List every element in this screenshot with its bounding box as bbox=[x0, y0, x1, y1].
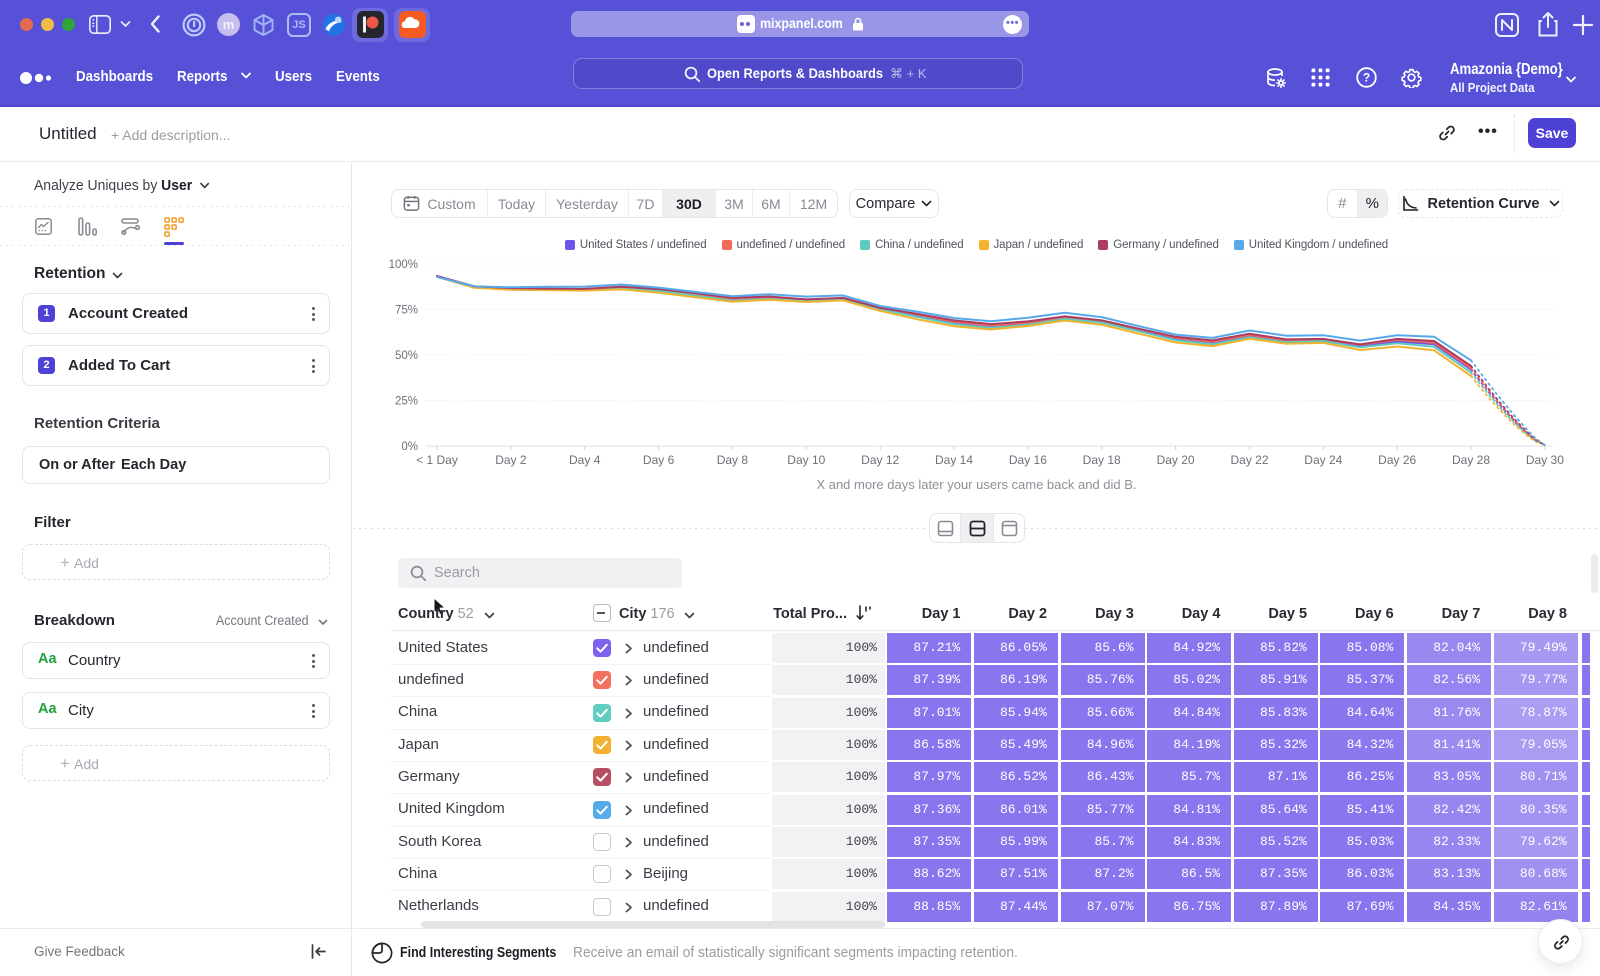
svg-text:Day 2: Day 2 bbox=[495, 453, 527, 467]
svg-text:Day 14: Day 14 bbox=[935, 453, 973, 467]
svg-text:Day 8: Day 8 bbox=[717, 453, 749, 467]
svg-text:Day 12: Day 12 bbox=[861, 453, 899, 467]
svg-text:Day 24: Day 24 bbox=[1304, 453, 1342, 467]
svg-text:Day 26: Day 26 bbox=[1378, 453, 1416, 467]
svg-text:25%: 25% bbox=[395, 396, 418, 408]
svg-text:Day 4: Day 4 bbox=[569, 453, 601, 467]
svg-text:< 1 Day: < 1 Day bbox=[416, 453, 458, 467]
svg-text:Day 16: Day 16 bbox=[1009, 453, 1047, 467]
svg-text:75%: 75% bbox=[395, 305, 418, 317]
svg-text:Day 30: Day 30 bbox=[1526, 453, 1564, 467]
svg-text:0%: 0% bbox=[401, 441, 418, 453]
svg-text:Day 28: Day 28 bbox=[1452, 453, 1490, 467]
svg-text:Day 6: Day 6 bbox=[643, 453, 675, 467]
svg-text:100%: 100% bbox=[389, 259, 418, 271]
svg-text:?: ? bbox=[1363, 71, 1370, 85]
svg-text:Day 20: Day 20 bbox=[1157, 453, 1195, 467]
svg-text:50%: 50% bbox=[395, 350, 418, 362]
svg-text:Day 10: Day 10 bbox=[787, 453, 825, 467]
svg-text:Day 18: Day 18 bbox=[1083, 453, 1121, 467]
svg-text:Day 22: Day 22 bbox=[1230, 453, 1268, 467]
